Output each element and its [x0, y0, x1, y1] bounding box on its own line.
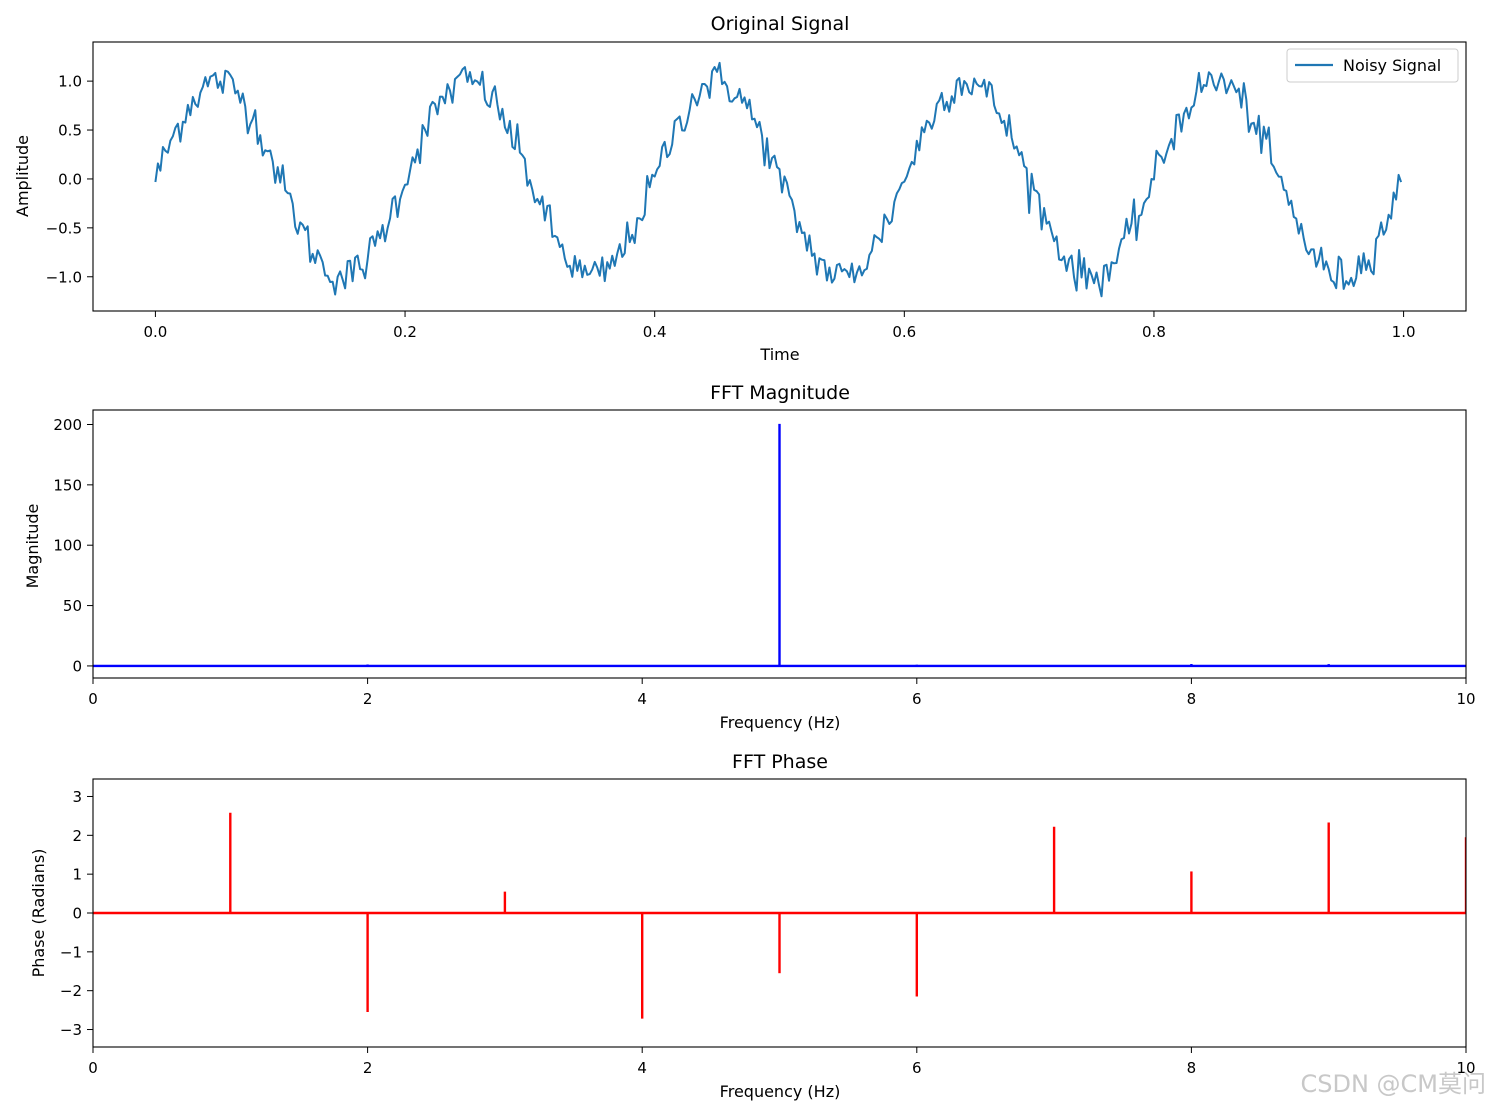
fft-magnitude-frame	[92, 409, 1467, 679]
fft-phase-xlabel: Frequency (Hz)	[720, 1082, 841, 1101]
fft-phase-xtick-label: 2	[363, 1059, 373, 1077]
original-signal-frame	[92, 41, 1467, 312]
legend-label: Noisy Signal	[1343, 56, 1441, 75]
fft-phase-ytick-label: 1	[72, 866, 82, 884]
original-signal-panel: Original Signal 0.0 0.2 0.4 0.6 0.8 1.0 −1.0 −0…	[13, 13, 1467, 364]
fft-phase-frame	[92, 778, 1467, 1048]
fft-phase-xtick-label: 6	[912, 1059, 922, 1077]
fft-phase-xtick-label: 0	[88, 1059, 98, 1077]
noisy-signal-line	[154, 61, 1403, 298]
original-signal-xtick-label: 0.6	[892, 323, 916, 341]
original-signal-ytick-label: −0.5	[46, 219, 82, 237]
fft-magnitude-ytick-label: 50	[63, 597, 82, 615]
legend: Noisy Signal	[1286, 48, 1459, 83]
fft-phase-ytick-label: −1	[60, 943, 82, 961]
fft-phase-xtick-label: 4	[637, 1059, 647, 1077]
original-signal-ylabel: Amplitude	[13, 135, 32, 217]
fft-phase-ytick-label: −3	[60, 1021, 82, 1039]
original-signal-ytick-label: −1.0	[46, 268, 82, 286]
fft-phase-ytick-label: 2	[72, 827, 82, 845]
fft-magnitude-ytick-label: 150	[53, 476, 82, 494]
fft-phase-xtick-label: 10	[1456, 1059, 1475, 1077]
original-signal-xtick-label: 0.4	[643, 323, 667, 341]
fft-magnitude-xtick-label: 2	[363, 690, 373, 708]
original-signal-ytick-label: 0.5	[58, 122, 82, 140]
original-signal-title: Original Signal	[711, 13, 850, 35]
fft-magnitude-ytick-label: 200	[53, 416, 82, 434]
fft-phase-ylabel: Phase (Radians)	[29, 849, 48, 978]
fft-magnitude-ylabel: Magnitude	[23, 504, 42, 589]
original-signal-ytick-label: 0.0	[58, 170, 82, 188]
fft-magnitude-xtick-label: 4	[637, 690, 647, 708]
legend-box	[1286, 48, 1459, 83]
fft-phase-ytick-label: −2	[60, 982, 82, 1000]
fft-magnitude-xtick-label: 8	[1187, 690, 1197, 708]
fft-phase-ytick-label: 0	[72, 905, 82, 923]
original-signal-xtick-label: 0.0	[143, 323, 167, 341]
fft-phase-panel: FFT Phase 0 2 4 6 8 10 −3 −2 −1 0 1 2 3 Frequency (H…	[29, 751, 1476, 1101]
fft-magnitude-ytick-label: 100	[53, 537, 82, 555]
fft-phase-title: FFT Phase	[732, 751, 828, 773]
original-signal-xtick-label: 0.8	[1142, 323, 1166, 341]
watermark-text: CSDN @CM莫问	[1300, 1070, 1486, 1098]
fft-magnitude-xtick-label: 0	[88, 690, 98, 708]
fft-phase-ytick-label: 3	[72, 788, 82, 806]
original-signal-ytick-label: 1.0	[58, 73, 82, 91]
fft-magnitude-ytick-label: 0	[72, 657, 82, 675]
original-signal-xtick-label: 1.0	[1392, 323, 1416, 341]
fft-magnitude-xtick-label: 10	[1456, 690, 1475, 708]
fft-magnitude-xtick-label: 6	[912, 690, 922, 708]
fft-phase-xtick-label: 8	[1187, 1059, 1197, 1077]
original-signal-xlabel: Time	[759, 345, 799, 364]
original-signal-xtick-label: 0.2	[393, 323, 417, 341]
fft-magnitude-title: FFT Magnitude	[710, 382, 850, 404]
fft-magnitude-xlabel: Frequency (Hz)	[720, 713, 841, 732]
